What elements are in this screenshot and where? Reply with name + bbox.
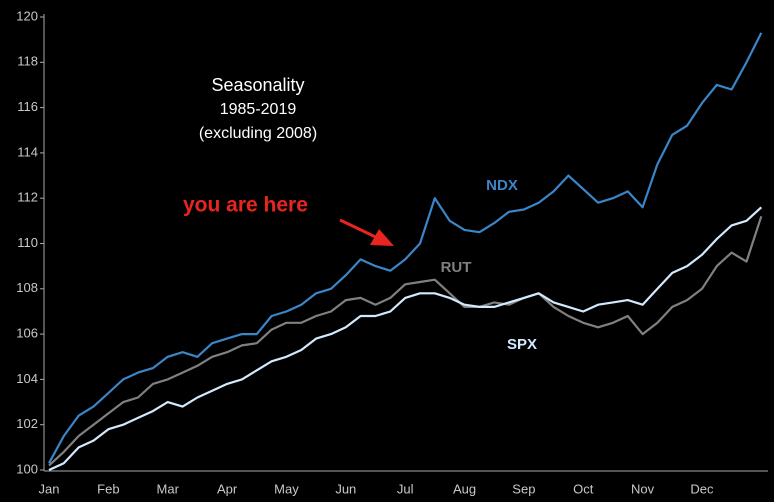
x-tick-label: Jul: [397, 481, 414, 496]
x-tick-label: Aug: [453, 481, 476, 496]
y-tick-label: 118: [17, 54, 38, 69]
series-label: RUT: [441, 259, 472, 276]
y-tick-label: 116: [17, 99, 38, 114]
y-tick-label: 104: [16, 371, 38, 386]
y-tick-label: 100: [16, 461, 38, 476]
series-line: [48, 215, 763, 467]
x-tick-label: Feb: [97, 481, 119, 496]
annotation-arrow: [339, 218, 394, 246]
chart-subtitle: 1985-2019: [220, 101, 297, 118]
y-tick-label: 114: [17, 144, 38, 159]
y-tick-label: 112: [17, 190, 38, 205]
x-tick-label: Sep: [512, 481, 535, 496]
x-tick-label: Jan: [39, 481, 60, 496]
series-label: SPX: [507, 336, 537, 353]
chart-subtitle: (excluding 2008): [199, 125, 317, 142]
y-tick-label: 108: [16, 280, 38, 295]
series-line: [48, 32, 763, 464]
series-line: [48, 206, 763, 471]
x-tick-label: Nov: [631, 481, 655, 496]
x-tick-label: Jun: [335, 481, 356, 496]
x-tick-label: May: [274, 481, 299, 496]
x-tick-label: Dec: [690, 481, 714, 496]
y-tick-label: 110: [17, 235, 38, 250]
annotation: you are here: [183, 194, 308, 217]
series-label: NDX: [486, 177, 518, 194]
y-tick-label: 120: [16, 8, 38, 23]
y-tick-label: 106: [16, 326, 38, 341]
x-tick-label: Oct: [573, 481, 594, 496]
x-tick-label: Mar: [157, 481, 180, 496]
chart-title: Seasonality: [211, 75, 304, 95]
x-tick-label: Apr: [217, 481, 238, 496]
y-tick-label: 102: [16, 416, 38, 431]
